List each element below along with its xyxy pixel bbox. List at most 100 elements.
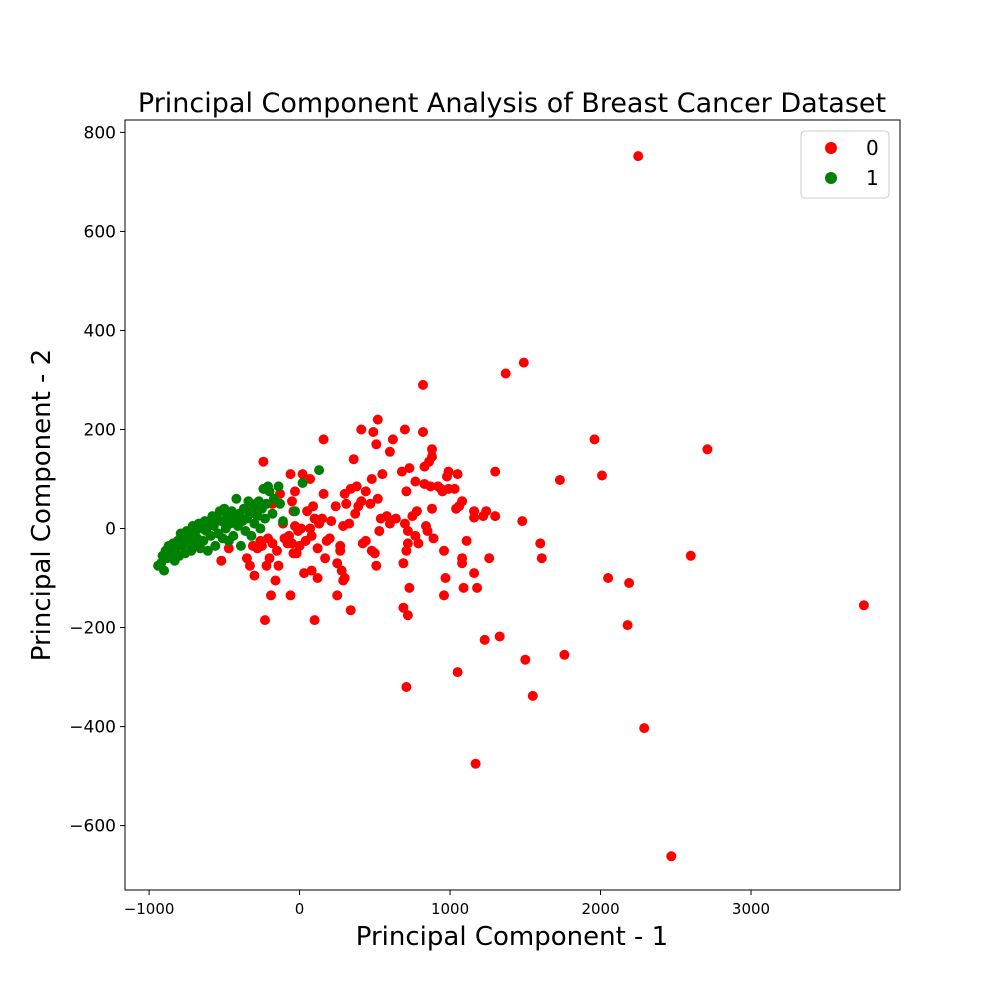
data-point	[384, 446, 395, 457]
data-point	[244, 560, 255, 571]
data-point	[302, 506, 313, 517]
data-point	[410, 476, 421, 487]
data-point	[243, 496, 254, 507]
data-point	[402, 610, 413, 621]
data-point	[345, 605, 356, 616]
data-point	[494, 631, 505, 642]
data-point	[421, 521, 431, 531]
data-point	[216, 555, 227, 566]
data-point	[207, 511, 218, 522]
data-point	[365, 498, 376, 509]
y-tick-label: 600	[84, 222, 116, 242]
data-point	[169, 555, 180, 566]
data-point	[258, 456, 269, 467]
y-tick-label: 800	[84, 123, 116, 143]
y-tick-label: −400	[69, 718, 116, 738]
data-point	[666, 851, 677, 862]
data-point	[401, 486, 412, 497]
data-point	[263, 533, 273, 544]
data-point	[518, 357, 529, 368]
data-point	[428, 533, 439, 544]
data-point	[419, 479, 430, 489]
data-point	[490, 466, 501, 477]
data-point	[299, 568, 310, 579]
data-point	[312, 543, 323, 554]
data-point	[452, 667, 463, 678]
data-point	[404, 463, 415, 474]
data-point	[157, 550, 168, 561]
data-point	[269, 493, 279, 504]
legend-label: 1	[866, 166, 879, 190]
data-point	[249, 518, 260, 529]
data-point	[210, 540, 221, 551]
data-point	[470, 758, 481, 769]
data-point	[554, 475, 565, 485]
data-point	[249, 570, 260, 581]
data-point	[266, 590, 276, 601]
data-point	[285, 469, 296, 480]
data-point	[309, 513, 320, 524]
data-point	[440, 573, 451, 583]
data-point	[451, 503, 462, 514]
data-point	[309, 615, 320, 626]
data-point	[371, 439, 382, 450]
legend-marker	[825, 172, 837, 184]
data-point	[469, 568, 480, 579]
data-point	[559, 649, 570, 660]
data-point	[290, 506, 300, 517]
data-point	[372, 493, 383, 504]
data-point	[305, 523, 316, 534]
data-point	[624, 578, 635, 588]
series-1	[153, 465, 325, 576]
data-point	[399, 518, 410, 529]
data-point	[314, 465, 325, 476]
data-point	[353, 501, 364, 512]
x-tick-label: 2000	[581, 900, 619, 918]
data-point	[336, 565, 347, 576]
data-point	[290, 521, 300, 531]
data-point	[472, 582, 483, 593]
data-point	[338, 521, 349, 531]
data-point	[305, 474, 316, 484]
data-point	[633, 151, 644, 162]
data-point	[527, 690, 538, 701]
data-point	[384, 518, 395, 529]
data-point	[297, 469, 308, 480]
data-point	[858, 600, 869, 611]
data-point	[401, 682, 412, 692]
x-axis-label: Principal Component - 1	[356, 922, 668, 952]
legend-marker	[825, 142, 837, 154]
data-point	[603, 573, 614, 583]
data-point	[153, 560, 164, 571]
data-point	[372, 414, 383, 425]
data-point	[261, 560, 272, 571]
data-point	[278, 516, 288, 527]
y-tick-label: 200	[84, 420, 116, 440]
data-point	[478, 511, 489, 522]
data-point	[597, 470, 607, 481]
data-point	[401, 545, 412, 556]
data-point	[332, 590, 343, 601]
data-point	[419, 461, 430, 472]
data-point	[452, 469, 463, 480]
data-point	[458, 582, 469, 593]
data-point	[371, 560, 382, 571]
data-point	[341, 498, 352, 509]
data-point	[589, 434, 600, 445]
data-point	[258, 483, 269, 494]
y-tick-label: −200	[69, 619, 116, 639]
data-point	[407, 511, 418, 522]
data-points	[153, 151, 869, 862]
data-point	[318, 434, 329, 445]
data-point	[264, 553, 275, 564]
data-point	[202, 545, 213, 556]
data-point	[335, 540, 346, 551]
data-point	[247, 540, 258, 551]
data-point	[398, 558, 409, 569]
data-point	[396, 466, 407, 477]
data-point	[490, 511, 501, 522]
data-point	[235, 540, 246, 551]
data-point	[241, 553, 252, 564]
data-point	[439, 545, 449, 556]
